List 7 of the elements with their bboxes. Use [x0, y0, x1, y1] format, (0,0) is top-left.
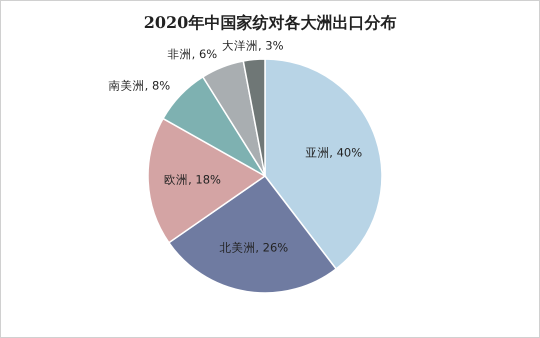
slice-label: 亚洲, 40% [305, 146, 362, 160]
chart-title: 2020年中国家纺对各大洲出口分布 [144, 13, 396, 32]
slice-label: 非洲, 6% [168, 46, 218, 61]
slice-label: 大洋洲, 3% [222, 38, 284, 53]
slice-label: 欧洲, 18% [164, 172, 222, 186]
slice-label: 南美洲, 8% [108, 78, 170, 93]
slice-label: 北美洲, 26% [219, 240, 288, 255]
